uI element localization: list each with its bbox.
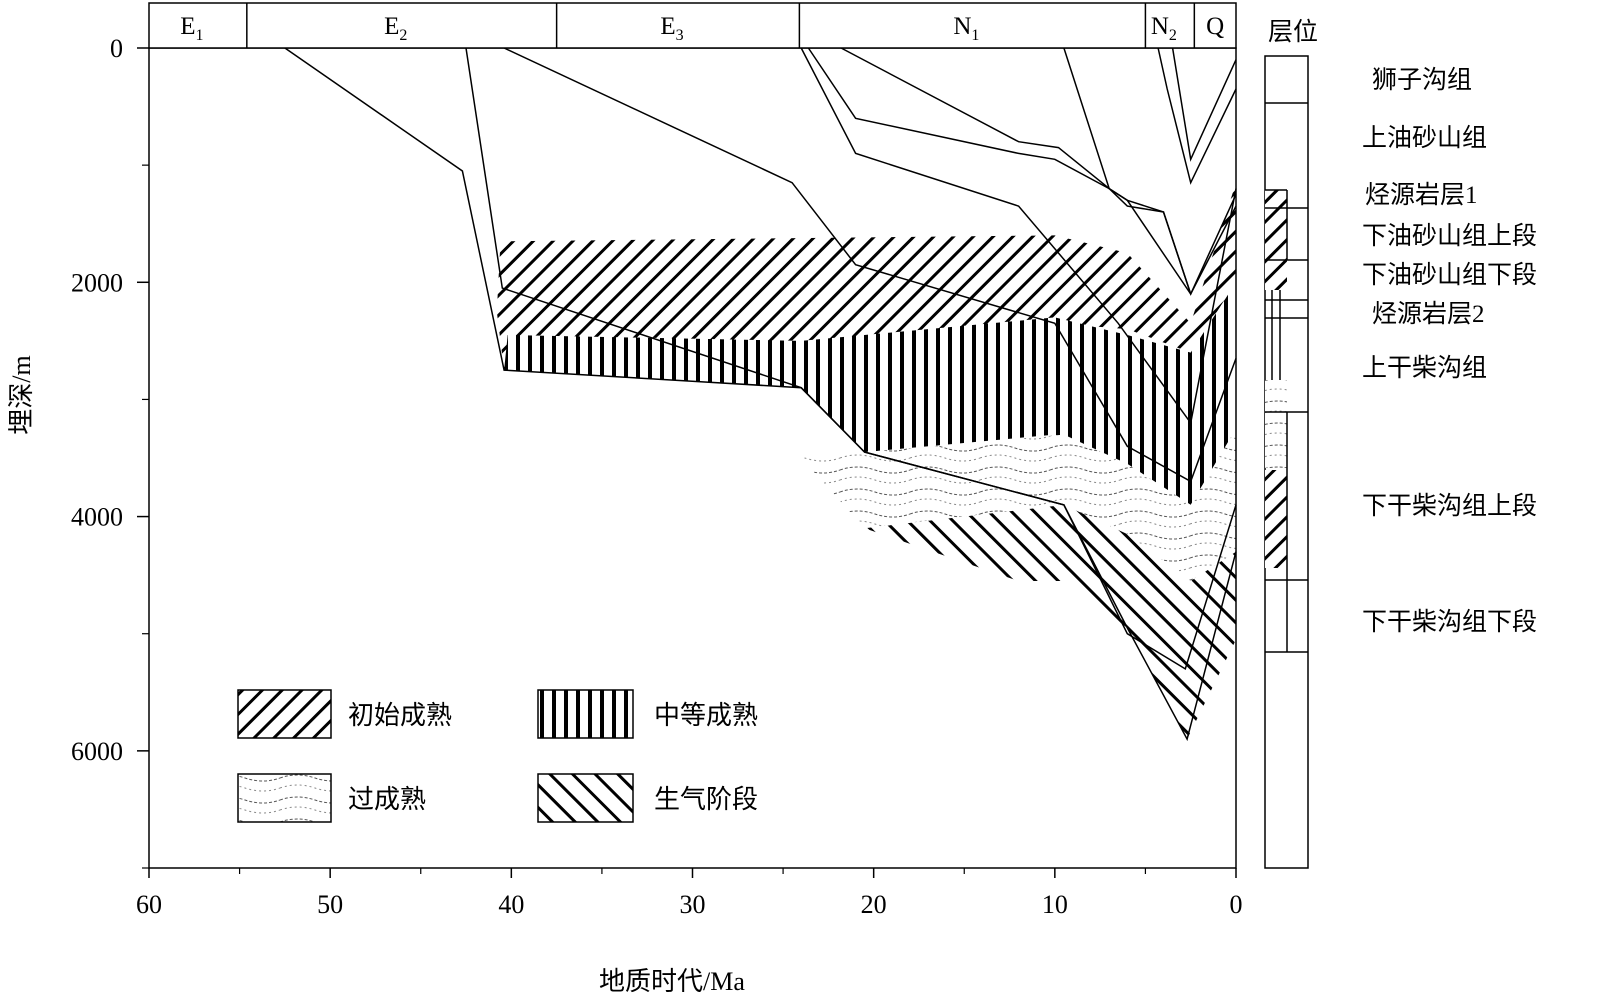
source-rock-2-hatch bbox=[1265, 470, 1287, 568]
x-tick-label: 40 bbox=[498, 890, 524, 919]
legend-label-initial: 初始成熟 bbox=[348, 701, 452, 730]
zone-over-mature bbox=[801, 428, 1236, 581]
period-subscript: 2 bbox=[1169, 27, 1177, 44]
burial-curve bbox=[1157, 47, 1237, 185]
period-subscript: 3 bbox=[676, 27, 684, 44]
strat-unit-label: 下油砂山组下段 bbox=[1362, 261, 1537, 289]
legend-swatch-over bbox=[237, 773, 332, 823]
zone-medium-maturity bbox=[504, 282, 1237, 505]
strat-unit-label: 上油砂山组 bbox=[1362, 124, 1487, 152]
legend-label-gas: 生气阶段 bbox=[654, 785, 758, 814]
x-tick-label: 30 bbox=[680, 890, 706, 919]
y-tick-label: 4000 bbox=[71, 503, 123, 532]
period-subscript: 1 bbox=[196, 27, 204, 44]
burial-curve bbox=[1171, 47, 1237, 162]
stratigraphy-column: 层位 狮子沟组 上油砂山组 烃源岩层1 下油砂山组上段 下油砂山组下段 bbox=[1264, 18, 1537, 869]
x-tick-label: 60 bbox=[136, 890, 162, 919]
x-tick-label: 10 bbox=[1042, 890, 1068, 919]
legend-label-medium: 中等成熟 bbox=[654, 701, 758, 730]
burial-curve bbox=[465, 47, 1237, 671]
burial-curve bbox=[503, 47, 1237, 483]
legend-swatch-gas bbox=[537, 773, 634, 823]
y-tick-label: 6000 bbox=[71, 737, 123, 766]
period-label: Q bbox=[1206, 13, 1224, 40]
strat-unit-label: 狮子沟组 bbox=[1372, 66, 1472, 94]
y-axis-title: 埋深/m bbox=[7, 355, 36, 434]
x-tick-label: 50 bbox=[317, 890, 343, 919]
legend-label-over: 过成熟 bbox=[348, 785, 426, 814]
period-subscript: 1 bbox=[971, 27, 979, 44]
strat-unit-label: 烃源岩层2 bbox=[1372, 300, 1485, 328]
burial-curves bbox=[284, 47, 1237, 742]
burial-curve bbox=[800, 47, 1237, 425]
burial-curve bbox=[1063, 47, 1237, 296]
period-header-frame bbox=[148, 2, 1237, 49]
y-axis: 0 2000 4000 6000 bbox=[71, 34, 149, 869]
stratigraphy-title: 层位 bbox=[1268, 18, 1318, 46]
x-axis: 60 50 40 30 20 10 0 bbox=[136, 868, 1243, 919]
strat-unit-label: 下干柴沟组下段 bbox=[1362, 608, 1537, 636]
x-tick-label: 0 bbox=[1230, 890, 1243, 919]
strat-unit-label: 烃源岩层1 bbox=[1365, 181, 1478, 209]
source-rock-2-over-hatch bbox=[1265, 380, 1287, 468]
period-subscript: 2 bbox=[399, 27, 407, 44]
maturity-zones bbox=[496, 182, 1237, 740]
strat-unit-label: 下干柴沟组上段 bbox=[1362, 492, 1537, 520]
x-tick-label: 20 bbox=[861, 890, 887, 919]
strat-unit-label: 下油砂山组上段 bbox=[1362, 222, 1537, 250]
strat-unit-label: 上干柴沟组 bbox=[1362, 354, 1487, 382]
legend: 初始成熟 中等成熟 过成熟 生气阶段 bbox=[237, 689, 758, 823]
y-tick-label: 2000 bbox=[71, 268, 123, 297]
legend-swatch-initial bbox=[237, 689, 332, 739]
zone-gas-generation bbox=[864, 504, 1236, 740]
legend-swatch-medium bbox=[537, 689, 634, 739]
source-rock-1-hatch bbox=[1265, 190, 1287, 290]
burial-curve bbox=[807, 47, 1237, 296]
y-tick-label: 0 bbox=[110, 34, 123, 63]
x-axis-title: 地质时代/Ma bbox=[599, 967, 745, 996]
